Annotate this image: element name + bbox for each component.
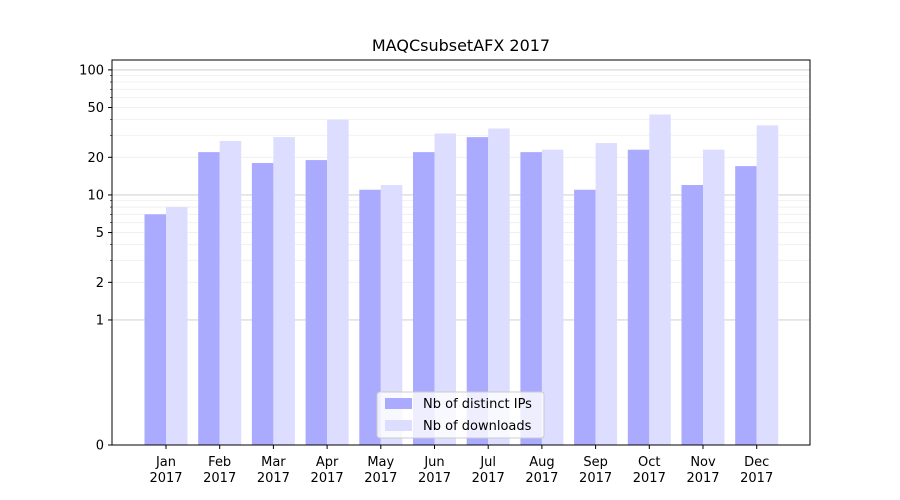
y-tick-label: 2 xyxy=(96,276,104,291)
x-tick-label: Aug 2017 xyxy=(525,455,558,486)
chart-title: MAQCsubsetAFX 2017 xyxy=(372,36,550,55)
plot-frame xyxy=(111,59,811,446)
bars xyxy=(144,114,779,446)
bar-downloads xyxy=(219,140,242,445)
bar-distinct-ips xyxy=(574,189,596,445)
x-axis: Jan 2017 Feb 2017 Mar 2017 Apr 2017 May 2017 Jun 20… xyxy=(149,445,773,486)
bar-downloads xyxy=(273,137,295,445)
x-tick-label: Jun 2017 xyxy=(418,455,451,486)
y-axis: 0 1 2 5 10 20 50 100 xyxy=(79,63,112,454)
bar-distinct-ips xyxy=(520,152,542,445)
legend-label-downloads: Nb of downloads xyxy=(423,419,532,434)
bar-downloads xyxy=(595,143,618,445)
y-tick-label: 20 xyxy=(87,151,104,166)
x-tick-label: Nov 2017 xyxy=(686,455,719,486)
bar-distinct-ips xyxy=(144,214,166,445)
legend-label-ips: Nb of distinct IPs xyxy=(423,397,532,412)
x-tick-label: Mar 2017 xyxy=(257,455,290,486)
bar-downloads xyxy=(327,119,349,446)
bar-distinct-ips xyxy=(735,166,757,445)
x-tick-label: Jan 2017 xyxy=(149,455,182,486)
x-tick-label: Dec 2017 xyxy=(740,455,773,486)
bar-downloads xyxy=(380,185,403,445)
x-tick-label: Apr 2017 xyxy=(311,455,344,486)
bar-distinct-ips xyxy=(198,152,220,445)
x-tick-label: May 2017 xyxy=(364,455,397,486)
bar-downloads xyxy=(541,149,564,446)
bar-distinct-ips xyxy=(413,152,435,445)
y-tick-label: 100 xyxy=(79,63,104,78)
legend-frame xyxy=(376,391,545,439)
y-tick-label: 0 xyxy=(96,439,104,454)
x-tick-label: Feb 2017 xyxy=(203,455,236,486)
bar-downloads xyxy=(703,149,725,446)
y-tick-label: 1 xyxy=(96,313,104,328)
legend: Nb of distinct IPs Nb of downloads xyxy=(376,391,545,439)
bar-downloads xyxy=(488,128,510,445)
y-tick-label: 5 xyxy=(96,226,104,241)
bar-downloads xyxy=(434,133,456,445)
legend-swatch-ips xyxy=(385,398,412,409)
legend-swatch-downloads xyxy=(385,420,412,431)
bar-distinct-ips xyxy=(627,149,650,446)
x-tick-label: Oct 2017 xyxy=(633,455,666,486)
bar-distinct-ips xyxy=(359,189,381,445)
bar-downloads xyxy=(166,207,188,445)
y-tick-label: 50 xyxy=(87,101,104,116)
bar-distinct-ips xyxy=(681,185,703,445)
x-tick-label: Jul 2017 xyxy=(472,455,505,486)
bar-distinct-ips xyxy=(466,137,489,445)
y-tick-label: 10 xyxy=(87,188,104,203)
bar-distinct-ips xyxy=(305,160,328,445)
bar-downloads xyxy=(756,125,779,445)
bar-distinct-ips xyxy=(251,163,274,445)
bar-downloads xyxy=(649,114,671,445)
x-tick-label: Sep 2017 xyxy=(579,455,612,486)
